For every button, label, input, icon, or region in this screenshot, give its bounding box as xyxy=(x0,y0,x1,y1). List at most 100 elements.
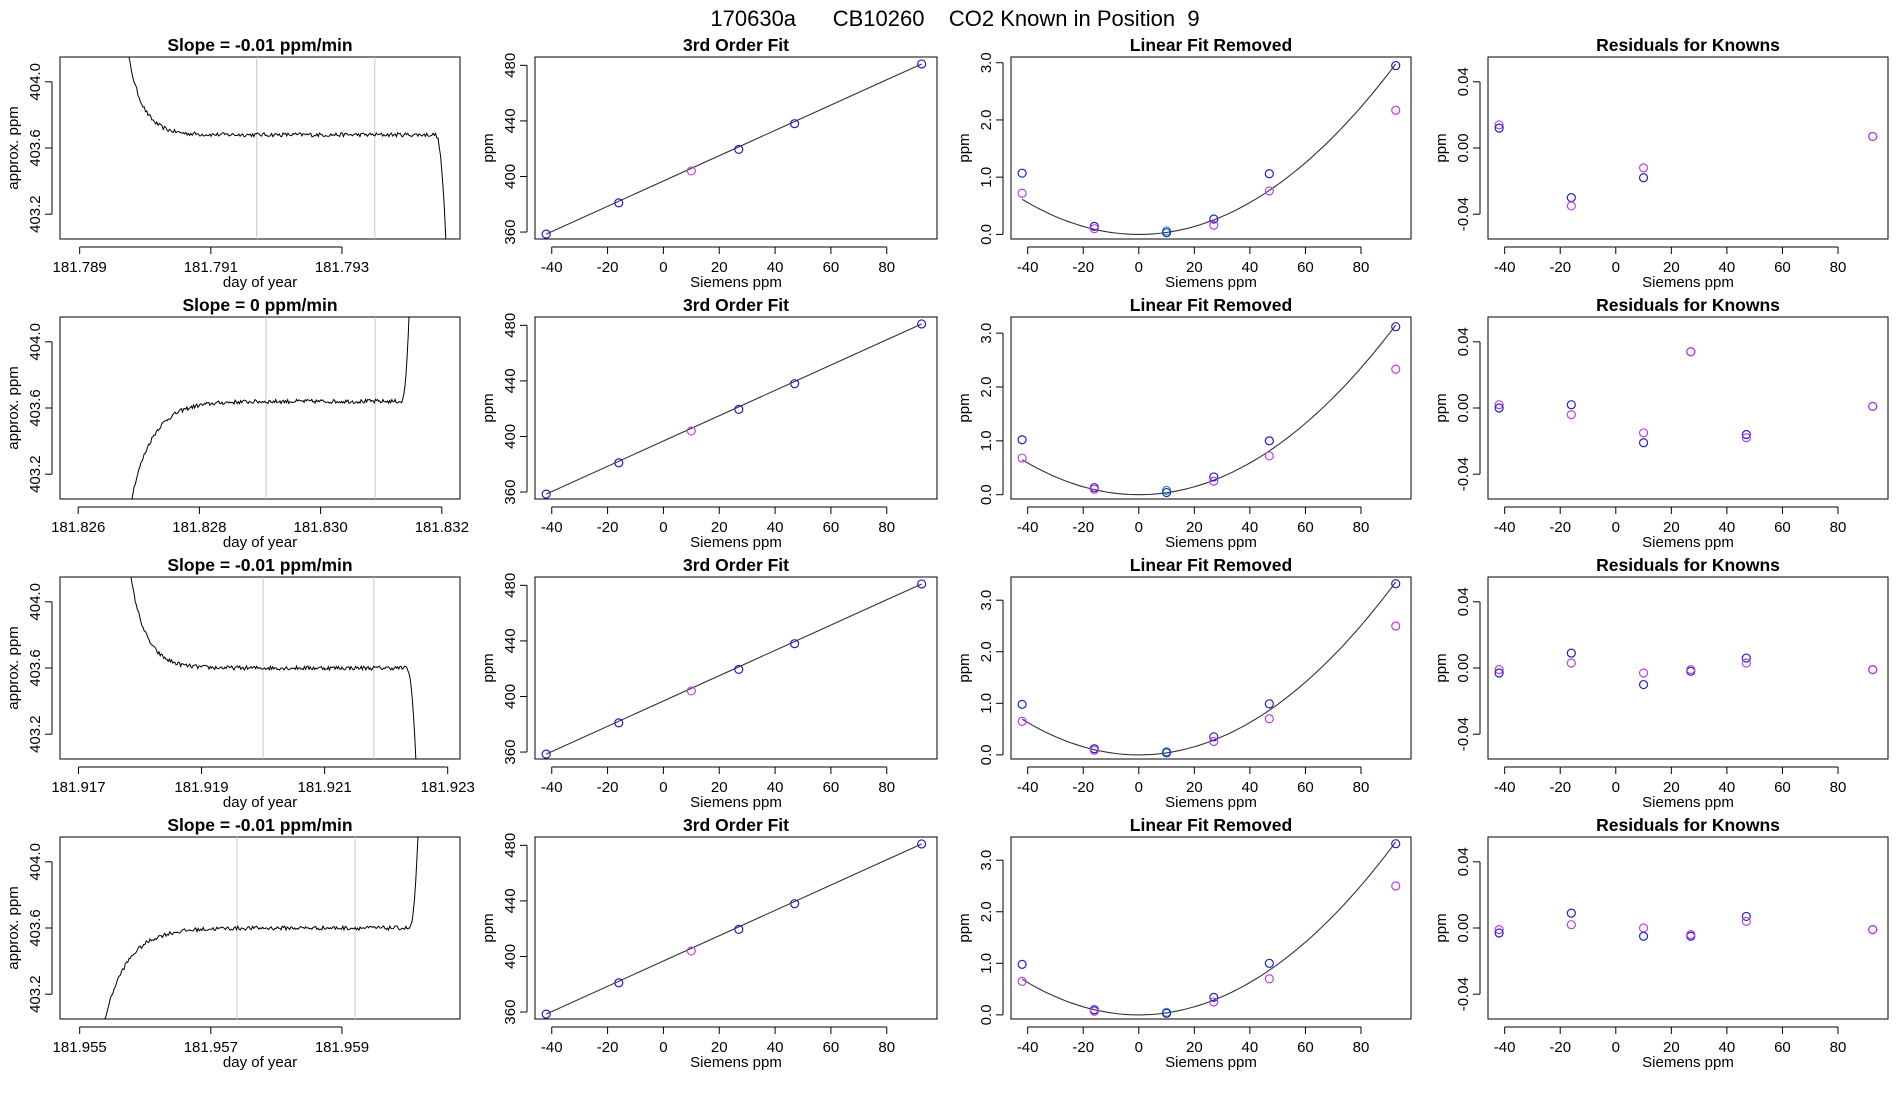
y-tick-label: 480 xyxy=(502,53,519,78)
y-tick-label: 1.0 xyxy=(978,953,995,974)
x-tick-label: 181.959 xyxy=(315,1039,369,1056)
x-tick-label: -40 xyxy=(541,259,563,276)
panel-title: Residuals for Knowns xyxy=(1596,295,1780,315)
panel-r3-c2: Linear Fit Removed -40 -20 0 20 40 60 80 Siemens… xyxy=(956,815,1412,1071)
x-tick-label: 80 xyxy=(1353,519,1370,536)
known-point-blue xyxy=(1017,168,1027,178)
known-point-magenta xyxy=(1089,745,1099,755)
known-point-blue xyxy=(917,319,927,329)
panel-title: 3rd Order Fit xyxy=(683,555,789,575)
data-marks xyxy=(1494,648,1878,690)
plot-frame xyxy=(1487,56,1889,240)
data-marks xyxy=(541,579,927,759)
fit-line xyxy=(545,323,922,495)
x-axis: 181.917 181.919 181.921 181.923 day of year xyxy=(51,766,475,811)
fit-curve xyxy=(1021,63,1397,235)
x-axis-label: Siemens ppm xyxy=(1165,274,1257,291)
x-tick-label: 60 xyxy=(823,259,840,276)
x-tick-label: 40 xyxy=(767,519,784,536)
known-point-magenta xyxy=(1686,930,1696,940)
y-axis: 360 400 440 480 ppm xyxy=(480,53,528,245)
fit-line xyxy=(545,583,922,755)
known-point-magenta xyxy=(1741,658,1751,668)
y-tick-label: 400 xyxy=(502,164,519,189)
known-point-magenta xyxy=(1686,665,1696,675)
known-point-blue xyxy=(614,718,624,728)
y-tick-label: 440 xyxy=(502,628,519,653)
x-tick-label: 181.793 xyxy=(315,259,369,276)
y-axis-label: ppm xyxy=(956,393,973,422)
known-point-magenta xyxy=(1264,451,1274,461)
x-axis-label: Siemens ppm xyxy=(1165,1054,1257,1071)
known-point-blue xyxy=(1089,221,1099,232)
known-point-magenta xyxy=(1868,401,1878,411)
x-tick-label: 80 xyxy=(1353,779,1370,796)
known-point-blue xyxy=(790,379,800,389)
fit-curve xyxy=(1021,581,1397,756)
y-axis-label: ppm xyxy=(480,133,497,162)
known-point-magenta xyxy=(1868,925,1878,935)
plot-frame xyxy=(1010,576,1412,760)
data-marks xyxy=(128,57,447,239)
y-tick-label: 3.0 xyxy=(978,850,995,871)
y-tick-label: 440 xyxy=(502,108,519,133)
data-marks xyxy=(541,319,927,499)
known-point-blue xyxy=(1566,648,1576,658)
known-point-blue xyxy=(1209,992,1219,1002)
x-tick-label: 0 xyxy=(1135,519,1143,536)
x-tick-label: 20 xyxy=(1663,779,1680,796)
y-tick-label: 404.0 xyxy=(27,63,44,101)
x-tick-label: -40 xyxy=(1017,259,1039,276)
panel-title: 3rd Order Fit xyxy=(683,35,789,55)
known-point-magenta xyxy=(686,166,696,176)
y-tick-label: 0.0 xyxy=(978,484,995,505)
ppm-trace-line xyxy=(104,837,419,1019)
panel-r0-c3: Residuals for Knowns -40 -20 0 20 40 60 80 Sieme… xyxy=(1433,35,1889,291)
y-axis: -0.04 0.00 0.04 ppm xyxy=(1433,67,1481,231)
known-point-blue xyxy=(1161,487,1172,498)
plot-frame xyxy=(59,56,461,240)
x-tick-label: -20 xyxy=(597,519,619,536)
y-tick-label: 403.2 xyxy=(27,455,44,493)
y-axis: 360 400 440 480 ppm xyxy=(480,313,528,505)
y-tick-label: 403.6 xyxy=(27,649,44,687)
known-point-blue xyxy=(1264,699,1274,709)
known-point-magenta xyxy=(1017,453,1027,463)
x-tick-label: 60 xyxy=(1297,519,1314,536)
known-point-blue xyxy=(1209,472,1219,482)
x-tick-label: 0 xyxy=(1135,779,1143,796)
y-axis-label: approx. ppm xyxy=(5,106,22,189)
plot-frame xyxy=(1010,316,1412,500)
known-point-magenta xyxy=(1494,925,1504,935)
known-point-magenta xyxy=(1494,400,1504,410)
plot-frame xyxy=(534,316,938,500)
known-point-blue xyxy=(734,664,744,674)
x-axis-label: Siemens ppm xyxy=(1165,794,1257,811)
data-marks xyxy=(1017,839,1401,1018)
y-axis-label: approx. ppm xyxy=(5,626,22,709)
known-point-magenta xyxy=(1017,976,1027,986)
data-marks xyxy=(131,317,410,499)
x-tick-label: 80 xyxy=(1830,519,1847,536)
known-point-blue xyxy=(541,229,551,239)
x-tick-label: 60 xyxy=(823,519,840,536)
x-tick-label: 181.830 xyxy=(293,519,347,536)
x-axis: -40 -20 0 20 40 60 80 Siemens ppm xyxy=(1017,766,1370,811)
x-tick-label: 20 xyxy=(711,519,728,536)
known-point-magenta xyxy=(1264,186,1274,196)
known-point-blue xyxy=(1161,1008,1172,1018)
known-point-magenta xyxy=(1209,997,1219,1007)
x-tick-label: 60 xyxy=(1297,1039,1314,1056)
x-axis-label: Siemens ppm xyxy=(690,794,782,811)
y-axis-label: ppm xyxy=(1433,393,1450,422)
panel-r2-c2: Linear Fit Removed -40 -20 0 20 40 60 80 Siemens… xyxy=(956,555,1412,811)
known-point-magenta xyxy=(1566,410,1576,420)
x-tick-label: 181.791 xyxy=(184,259,238,276)
y-tick-label: 0.00 xyxy=(1455,133,1472,162)
x-tick-label: -40 xyxy=(1017,519,1039,536)
data-marks xyxy=(1017,60,1401,238)
y-tick-label: 2.0 xyxy=(978,641,995,662)
x-tick-label: -40 xyxy=(1017,779,1039,796)
known-point-blue xyxy=(1017,435,1027,445)
plot-frame xyxy=(59,316,461,500)
